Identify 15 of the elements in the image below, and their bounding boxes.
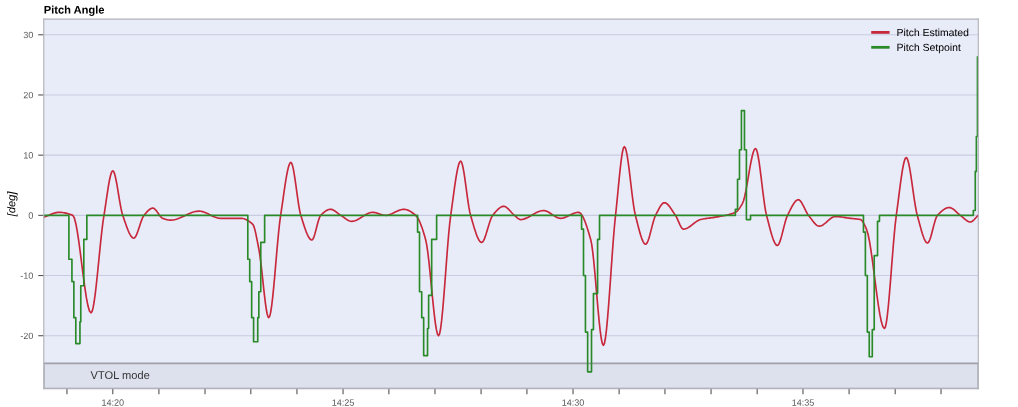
y-tick-label: 30 xyxy=(23,31,34,39)
y-tick-label: -20 xyxy=(20,332,34,340)
legend-label: Pitch Estimated xyxy=(897,28,969,37)
x-tick-label: 14:25 xyxy=(332,399,354,406)
y-tick-label: 20 xyxy=(23,91,34,99)
y-tick-label: 0 xyxy=(28,212,33,219)
y-axis-title: [deg] xyxy=(7,191,18,217)
x-tick-label: 14:35 xyxy=(792,399,814,406)
band-label: VTOL mode xyxy=(90,370,150,380)
x-tick-label: 14:20 xyxy=(102,399,124,406)
y-tick-label: -10 xyxy=(20,272,34,279)
y-tick-label: 10 xyxy=(24,152,34,159)
chart-title: Pitch Angle xyxy=(44,5,105,16)
legend-label: Pitch Setpoint xyxy=(897,43,961,54)
x-tick-label: 14:30 xyxy=(562,399,584,406)
